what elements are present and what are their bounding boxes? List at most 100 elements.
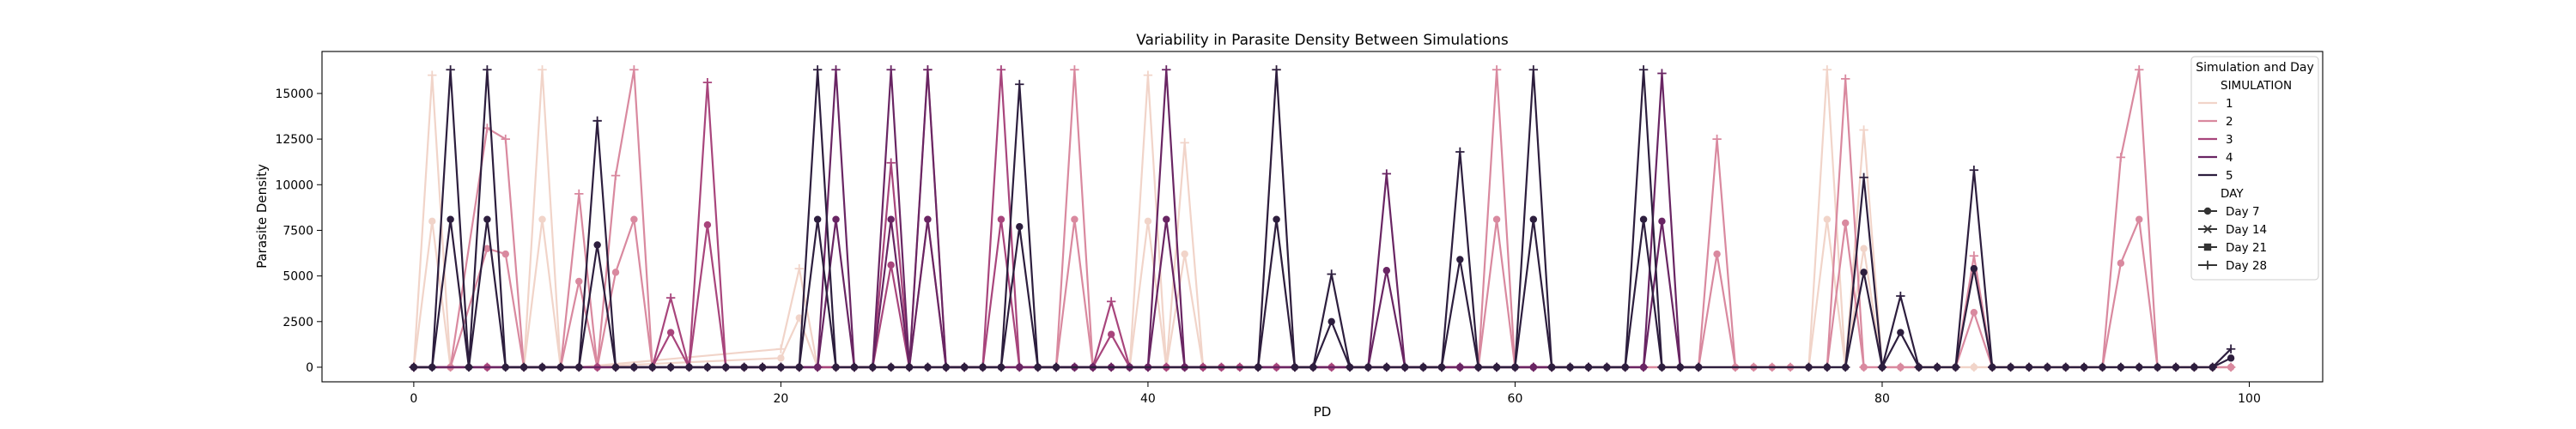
data-point bbox=[887, 215, 895, 223]
y-tick-label: 7500 bbox=[283, 224, 313, 238]
data-point bbox=[483, 215, 491, 223]
data-point bbox=[1712, 134, 1722, 144]
data-point bbox=[924, 363, 932, 372]
data-point bbox=[1382, 363, 1391, 372]
legend-entry-label: 4 bbox=[2226, 151, 2233, 165]
data-point bbox=[979, 363, 987, 372]
data-point bbox=[1143, 70, 1153, 80]
data-point bbox=[2044, 363, 2051, 372]
data-point bbox=[666, 363, 675, 372]
data-point bbox=[2116, 153, 2126, 162]
data-point bbox=[501, 363, 509, 372]
data-point bbox=[1272, 65, 1281, 75]
legend-title: Simulation and Day bbox=[2196, 61, 2313, 75]
data-point bbox=[1016, 363, 1024, 372]
data-point bbox=[1400, 363, 1409, 372]
y-axis: 0 2500 5000 7500 10000 12500 15000 bbox=[275, 88, 322, 375]
data-point bbox=[2227, 363, 2235, 372]
data-point bbox=[832, 215, 840, 223]
y-tick-label: 5000 bbox=[283, 270, 313, 284]
data-point bbox=[1970, 264, 1978, 273]
data-point bbox=[611, 363, 620, 372]
data-point bbox=[1163, 215, 1170, 223]
data-point bbox=[831, 65, 841, 75]
data-point bbox=[813, 363, 822, 372]
data-point bbox=[1860, 363, 1868, 372]
y-tick-label: 15000 bbox=[275, 88, 313, 101]
data-point bbox=[2080, 363, 2088, 372]
data-point bbox=[758, 363, 767, 372]
data-point bbox=[1952, 363, 1959, 372]
data-point bbox=[1511, 363, 1519, 372]
data-point bbox=[1070, 65, 1079, 75]
legend-entry-label: Day 7 bbox=[2226, 205, 2260, 219]
data-point bbox=[1492, 215, 1501, 223]
data-point bbox=[1291, 363, 1299, 372]
y-tick-label: 10000 bbox=[275, 178, 313, 192]
data-point bbox=[1970, 363, 1978, 372]
data-point bbox=[832, 363, 840, 372]
data-point bbox=[465, 363, 473, 372]
series-sim5-day7 bbox=[410, 215, 2235, 372]
data-point bbox=[2117, 259, 2125, 267]
data-point bbox=[1969, 251, 1979, 261]
data-point bbox=[1805, 363, 1813, 372]
legend-entry-label: Day 14 bbox=[2226, 223, 2267, 237]
data-point bbox=[2227, 354, 2235, 362]
data-point bbox=[1437, 363, 1446, 372]
data-point bbox=[997, 363, 1005, 372]
data-point bbox=[1144, 217, 1152, 226]
series-sim5-day28 bbox=[409, 65, 2236, 372]
legend-marker bbox=[2203, 207, 2212, 215]
data-point bbox=[1492, 65, 1502, 75]
data-point bbox=[2226, 344, 2236, 353]
legend-entry-label: Day 28 bbox=[2226, 259, 2267, 273]
data-point bbox=[812, 65, 823, 75]
data-point bbox=[592, 116, 602, 126]
data-point bbox=[1382, 267, 1391, 275]
data-point bbox=[575, 363, 583, 372]
data-point bbox=[2025, 363, 2033, 372]
data-point bbox=[740, 363, 748, 372]
data-point bbox=[1162, 65, 1171, 75]
data-point bbox=[2208, 363, 2216, 372]
data-point bbox=[1603, 363, 1611, 372]
data-point bbox=[924, 215, 932, 223]
data-point bbox=[1878, 363, 1886, 372]
data-point bbox=[1989, 363, 1996, 372]
data-point bbox=[997, 215, 1005, 223]
data-point bbox=[1529, 363, 1538, 372]
data-point bbox=[1897, 363, 1905, 372]
data-point bbox=[1456, 256, 1464, 263]
data-point bbox=[777, 363, 785, 372]
data-point bbox=[447, 215, 454, 223]
data-point bbox=[887, 261, 895, 269]
plot-area bbox=[409, 65, 2236, 372]
data-point bbox=[1107, 330, 1115, 338]
legend-entry-label: 5 bbox=[2226, 169, 2233, 183]
data-point bbox=[1015, 80, 1024, 89]
data-point bbox=[1548, 363, 1556, 372]
data-point bbox=[722, 363, 730, 372]
data-point bbox=[1273, 215, 1280, 223]
legend-style-title: DAY bbox=[2221, 187, 2244, 201]
data-point bbox=[886, 158, 896, 167]
data-point bbox=[886, 65, 896, 75]
data-point bbox=[446, 65, 455, 75]
data-point bbox=[2135, 65, 2144, 75]
data-point bbox=[1327, 269, 1336, 279]
data-point bbox=[2172, 363, 2180, 372]
data-point bbox=[483, 245, 491, 252]
data-point bbox=[869, 363, 877, 372]
data-point bbox=[428, 217, 436, 226]
data-point bbox=[2099, 363, 2106, 372]
x-axis-label: PD bbox=[1314, 404, 1332, 420]
data-point bbox=[1052, 363, 1060, 372]
data-point bbox=[1970, 308, 1978, 317]
data-point bbox=[611, 269, 620, 276]
data-point bbox=[1657, 69, 1667, 78]
data-point bbox=[611, 171, 621, 180]
data-point bbox=[630, 215, 638, 223]
data-point bbox=[1621, 363, 1629, 372]
data-point bbox=[905, 363, 914, 372]
